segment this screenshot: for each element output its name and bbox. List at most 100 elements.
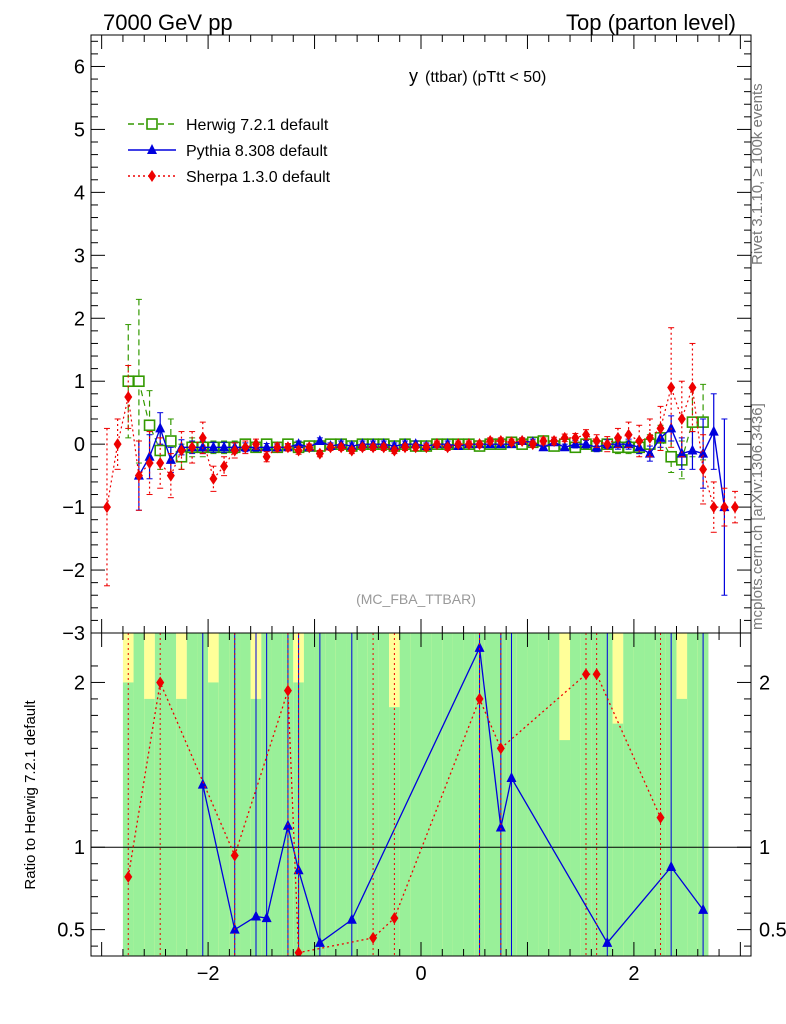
data-point xyxy=(699,463,708,476)
data-point xyxy=(198,431,207,444)
main-subtitle: (ttbar) (pTtt < 50) xyxy=(425,69,546,86)
data-point xyxy=(283,441,292,454)
ratio-band-green xyxy=(144,698,155,956)
data-point xyxy=(369,441,378,454)
data-point xyxy=(666,422,677,433)
ratio-y-tick-label: 1 xyxy=(74,837,85,859)
ratio-data-point xyxy=(474,641,485,652)
series-1 xyxy=(133,393,730,596)
main-y-tick-label: −1 xyxy=(62,497,85,519)
ratio-band-green xyxy=(303,633,315,956)
ratio-band-green xyxy=(687,633,698,956)
main-x-axis-ticks xyxy=(101,35,741,633)
data-point xyxy=(486,435,495,448)
ratio-band-green xyxy=(218,633,230,956)
main-y-tick-label: 0 xyxy=(74,434,85,456)
ratio-band-green xyxy=(357,633,368,956)
data-point xyxy=(454,438,463,451)
data-point xyxy=(261,441,272,452)
data-point xyxy=(624,428,633,441)
data-point xyxy=(528,438,537,451)
data-point xyxy=(539,435,548,448)
data-point xyxy=(220,460,229,473)
legend-label: Herwig 7.2.1 default xyxy=(186,117,329,134)
data-point xyxy=(688,381,697,394)
legend-marker xyxy=(146,118,158,130)
ratio-y-tick-label-right: 1 xyxy=(759,837,770,859)
ratio-band-green xyxy=(271,633,283,956)
data-point xyxy=(197,441,208,452)
data-point xyxy=(166,469,175,482)
ratio-data-point xyxy=(698,903,709,914)
data-point xyxy=(241,441,250,454)
legend-label: Pythia 8.308 default xyxy=(186,143,328,160)
ratio-band-green xyxy=(623,633,634,956)
header-process: Top (parton level) xyxy=(566,10,736,35)
data-point xyxy=(134,469,143,482)
ratio-band-green xyxy=(463,633,475,956)
ratio-data-point xyxy=(230,849,239,862)
ratio-series-1 xyxy=(124,633,665,956)
ratio-band-green xyxy=(389,707,400,956)
data-point xyxy=(177,444,186,457)
ratio-band-green xyxy=(431,633,443,956)
ratio-x-axis: −2 0 2 xyxy=(101,633,741,985)
data-point xyxy=(667,381,676,394)
ratio-series xyxy=(124,633,709,956)
data-point xyxy=(656,422,665,435)
data-point xyxy=(411,441,420,454)
data-point xyxy=(102,501,111,514)
ratio-band-green xyxy=(186,633,198,956)
ratio-y-tick-label-right: 2 xyxy=(759,672,770,694)
ratio-data-point xyxy=(602,936,613,947)
ratio-band-green xyxy=(176,698,187,956)
ratio-band-green xyxy=(484,633,496,956)
data-point xyxy=(347,444,356,457)
ratio-data-point xyxy=(495,821,506,832)
ratio-band-green xyxy=(378,633,390,956)
ratio-x-tick-label: −2 xyxy=(197,963,220,985)
ratio-data-point xyxy=(592,668,601,681)
ratio-band-green xyxy=(570,633,581,956)
data-point xyxy=(208,441,219,452)
ratio-band-green xyxy=(442,633,453,956)
data-point xyxy=(665,450,677,463)
main-y-tick-label: 4 xyxy=(74,182,85,204)
data-point xyxy=(559,441,570,452)
data-point xyxy=(315,447,324,460)
data-point xyxy=(294,444,303,457)
ratio-band-green xyxy=(527,633,539,956)
data-point xyxy=(165,435,177,447)
legend-marker xyxy=(147,144,157,154)
data-point xyxy=(507,436,516,449)
ratio-data-point xyxy=(475,692,484,705)
ratio-data-point xyxy=(251,910,261,921)
data-point xyxy=(432,438,441,451)
ratio-y-axis-label: Ratio to Herwig 7.2.1 default xyxy=(22,700,39,890)
ratio-uncertainty-band xyxy=(122,633,709,956)
data-point xyxy=(518,435,527,448)
data-point xyxy=(133,375,145,388)
data-point xyxy=(464,438,473,451)
data-point xyxy=(337,441,346,454)
ratio-band-green xyxy=(633,633,645,956)
data-point xyxy=(698,447,709,458)
data-point xyxy=(581,438,591,449)
main-y-axis: −3 −2 −1 0 1 2 3 4 5 6 xyxy=(62,40,751,645)
ratio-data-point xyxy=(506,772,517,783)
ratio-band-green xyxy=(548,633,560,956)
ratio-panel: 0.5 0.5 1 1 2 2 −2 0 2 Ratio to Herwig 7.2.1 de… xyxy=(22,632,786,985)
main-y-tick-label: 3 xyxy=(74,245,85,267)
data-point xyxy=(443,441,452,454)
ratio-band-green xyxy=(516,633,528,956)
data-point xyxy=(305,441,314,454)
ratio-data-point xyxy=(294,946,303,956)
ratio-x-tick-label: 2 xyxy=(628,963,639,985)
data-point xyxy=(731,501,740,514)
ratio-band-green xyxy=(452,633,464,956)
ratio-y-axis: 0.5 0.5 1 1 2 2 xyxy=(57,665,786,947)
main-title: y xyxy=(409,66,418,86)
data-point xyxy=(124,390,133,403)
data-point xyxy=(582,428,590,441)
